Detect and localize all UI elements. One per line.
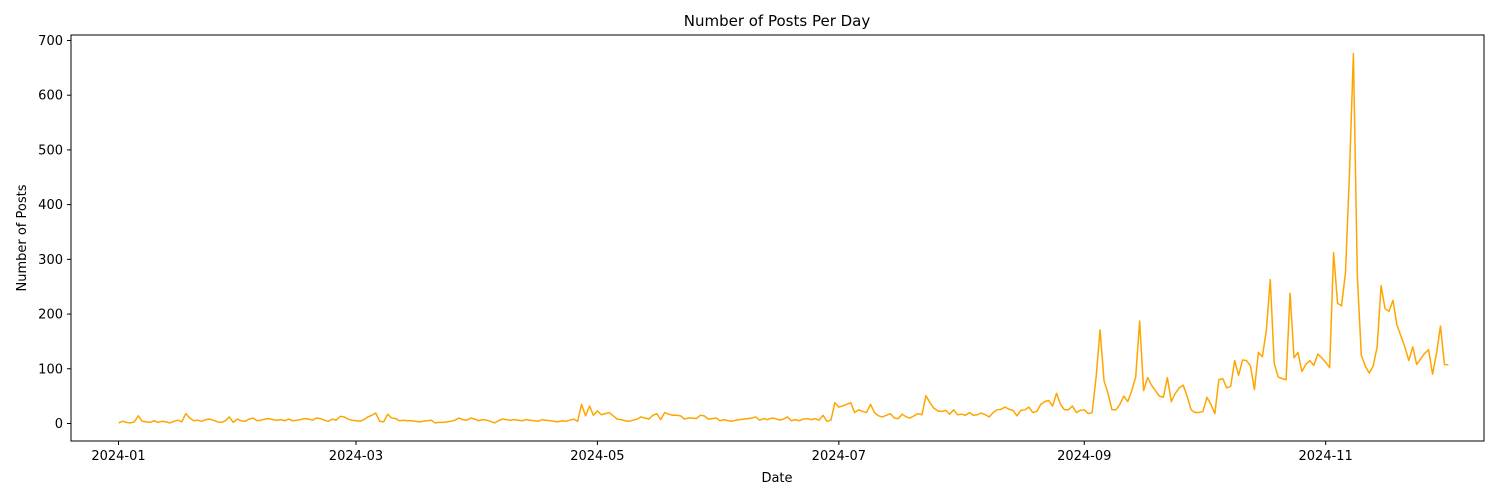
x-tick-label: 2024-03 <box>329 449 383 464</box>
x-axis-title: Date <box>761 471 792 486</box>
x-tick-label: 2024-05 <box>570 449 624 464</box>
x-axis: 2024-01 2024-03 2024-05 2024-07 2024-09 2024-… <box>91 441 1353 464</box>
y-tick-label: 500 <box>38 143 63 158</box>
y-axis: 0 100 200 300 400 500 600 700 <box>38 34 71 432</box>
x-tick-label: 2024-09 <box>1057 449 1111 464</box>
x-tick-label: 2024-11 <box>1299 449 1353 464</box>
chart-title: Number of Posts Per Day <box>684 12 871 30</box>
y-tick-label: 0 <box>55 417 63 432</box>
y-tick-label: 300 <box>38 253 63 268</box>
y-tick-label: 400 <box>38 198 63 213</box>
x-tick-label: 2024-01 <box>91 449 145 464</box>
plot-frame <box>70 34 1485 442</box>
series-line-posts <box>118 52 1449 424</box>
y-tick-label: 600 <box>38 89 63 104</box>
y-axis-title: Number of Posts <box>15 184 30 291</box>
y-tick-label: 200 <box>38 308 63 323</box>
y-tick-label: 700 <box>38 34 63 49</box>
x-tick-label: 2024-07 <box>812 449 866 464</box>
y-tick-label: 100 <box>38 362 63 377</box>
